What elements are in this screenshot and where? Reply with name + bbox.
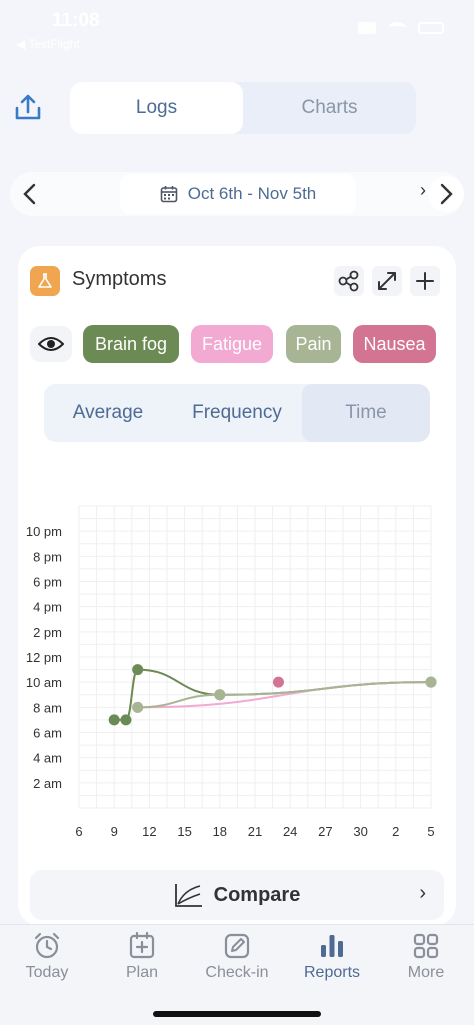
time-chart: 2 am 4 am 6 am 8 am 10 am 12 pm 2 pm 4 pm 6 pm 8 … bbox=[26, 505, 437, 839]
chip-brain-fog[interactable]: Brain fog bbox=[83, 325, 179, 363]
tabbar-item-today[interactable]: Today bbox=[2, 931, 92, 982]
y-tick-label: 10 am bbox=[26, 675, 62, 690]
next-range-button[interactable] bbox=[428, 176, 464, 212]
series-line-pain bbox=[137, 681, 432, 709]
data-point-brain-fog bbox=[132, 664, 144, 676]
share-icon bbox=[15, 94, 41, 120]
y-tick-label: 2 am bbox=[33, 776, 62, 791]
line-chart-icon bbox=[174, 884, 202, 907]
alarm-clock-icon bbox=[34, 932, 60, 959]
chevron-left-icon bbox=[23, 183, 36, 205]
x-tick-label: 27 bbox=[318, 824, 332, 839]
x-tick-label: 2 bbox=[392, 824, 399, 839]
expand-button[interactable] bbox=[372, 266, 402, 296]
x-tick-label: 9 bbox=[111, 824, 118, 839]
tab-charts[interactable]: Charts bbox=[301, 97, 358, 118]
date-range-picker[interactable]: Oct 6th - Nov 5th bbox=[120, 174, 356, 214]
x-tick-label: 21 bbox=[248, 824, 262, 839]
data-point-pain bbox=[425, 676, 437, 688]
eye-icon bbox=[38, 337, 64, 351]
card-title: Symptoms bbox=[72, 268, 167, 290]
status-bar: 11:08 ◀ TestFlight bbox=[0, 0, 474, 60]
view-toggle: Logs Charts bbox=[70, 82, 416, 134]
data-point-brain-fog bbox=[120, 714, 132, 726]
y-tick-label: 8 am bbox=[33, 700, 62, 715]
x-tick-label: 30 bbox=[353, 824, 367, 839]
share-button[interactable] bbox=[10, 90, 46, 126]
flask-icon bbox=[38, 273, 52, 288]
tab-bar: Today Plan Check-in Reports More bbox=[0, 924, 474, 1025]
chip-nausea[interactable]: Nausea bbox=[353, 325, 436, 363]
chevron-right-icon bbox=[440, 183, 453, 205]
symptoms-card: Symptoms Brain fog Fatig bbox=[18, 246, 456, 926]
symptoms-icon bbox=[30, 266, 60, 296]
x-tick-label: 18 bbox=[213, 824, 227, 839]
y-tick-label: 6 am bbox=[33, 726, 62, 741]
date-range-label: Oct 6th - Nov 5th bbox=[187, 184, 317, 203]
visibility-toggle[interactable] bbox=[30, 326, 72, 362]
chevron-right-icon: › bbox=[419, 882, 426, 904]
pencil-square-icon bbox=[224, 933, 250, 959]
plus-icon bbox=[416, 272, 434, 290]
bar-chart-icon bbox=[321, 935, 343, 957]
signal-icon bbox=[358, 22, 376, 34]
add-button[interactable] bbox=[410, 266, 440, 296]
card-tools bbox=[334, 266, 440, 296]
chip-pain[interactable]: Pain bbox=[286, 325, 341, 363]
tab-logs[interactable]: Logs bbox=[70, 82, 243, 134]
tabbar-label: Today bbox=[25, 964, 69, 981]
data-point-brain-fog bbox=[108, 714, 120, 726]
data-point-pain bbox=[214, 689, 226, 701]
mode-time[interactable]: Time bbox=[302, 384, 430, 442]
chart-mode-toggle: Average Frequency Time bbox=[44, 384, 430, 442]
tabbar-item-more[interactable]: More bbox=[381, 931, 471, 982]
testflight-back-link[interactable]: ◀ TestFlight bbox=[16, 37, 80, 51]
y-tick-label: 12 pm bbox=[26, 650, 62, 665]
x-tick-label: 5 bbox=[427, 824, 434, 839]
chevron-right-small-icon: › bbox=[420, 180, 426, 200]
y-tick-label: 2 pm bbox=[33, 625, 62, 640]
tabbar-label: Plan bbox=[125, 964, 159, 981]
expand-icon bbox=[378, 272, 396, 290]
y-tick-label: 4 pm bbox=[33, 600, 62, 615]
y-tick-label: 10 pm bbox=[26, 524, 62, 539]
grid-icon bbox=[413, 933, 439, 959]
mode-frequency[interactable]: Frequency bbox=[192, 402, 282, 423]
mode-average[interactable]: Average bbox=[72, 402, 144, 423]
tabbar-item-reports[interactable]: Reports bbox=[287, 931, 377, 982]
calendar-plus-icon bbox=[129, 931, 155, 959]
battery-icon bbox=[418, 22, 444, 34]
tabbar-item-plan[interactable]: Plan bbox=[97, 931, 187, 982]
x-tick-label: 12 bbox=[142, 824, 156, 839]
previous-range-button[interactable] bbox=[12, 176, 48, 212]
x-tick-label: 24 bbox=[283, 824, 297, 839]
data-point-nausea bbox=[272, 676, 284, 688]
y-tick-label: 4 am bbox=[33, 751, 62, 766]
status-time: 11:08 bbox=[52, 10, 100, 31]
tabbar-label: Reports bbox=[303, 964, 361, 981]
status-icons bbox=[358, 22, 444, 34]
date-range-bar: Oct 6th - Nov 5th › bbox=[10, 172, 464, 216]
x-tick-label: 15 bbox=[177, 824, 191, 839]
share-chart-button[interactable] bbox=[334, 266, 364, 296]
data-point-pain bbox=[132, 701, 144, 713]
tabbar-label: Check-in bbox=[205, 964, 269, 981]
share-nodes-icon bbox=[338, 270, 359, 292]
tabbar-item-check-in[interactable]: Check-in bbox=[192, 931, 282, 982]
wifi-icon bbox=[388, 22, 406, 34]
x-tick-label: 6 bbox=[75, 824, 82, 839]
chip-fatigue[interactable]: Fatigue bbox=[191, 325, 273, 363]
y-tick-label: 6 pm bbox=[33, 575, 62, 590]
compare-button[interactable]: Compare › bbox=[30, 870, 444, 920]
compare-label: Compare bbox=[213, 883, 301, 906]
tabbar-label: More bbox=[407, 964, 445, 981]
calendar-icon bbox=[160, 186, 178, 203]
y-tick-label: 8 pm bbox=[33, 549, 62, 564]
home-indicator bbox=[153, 1011, 321, 1017]
